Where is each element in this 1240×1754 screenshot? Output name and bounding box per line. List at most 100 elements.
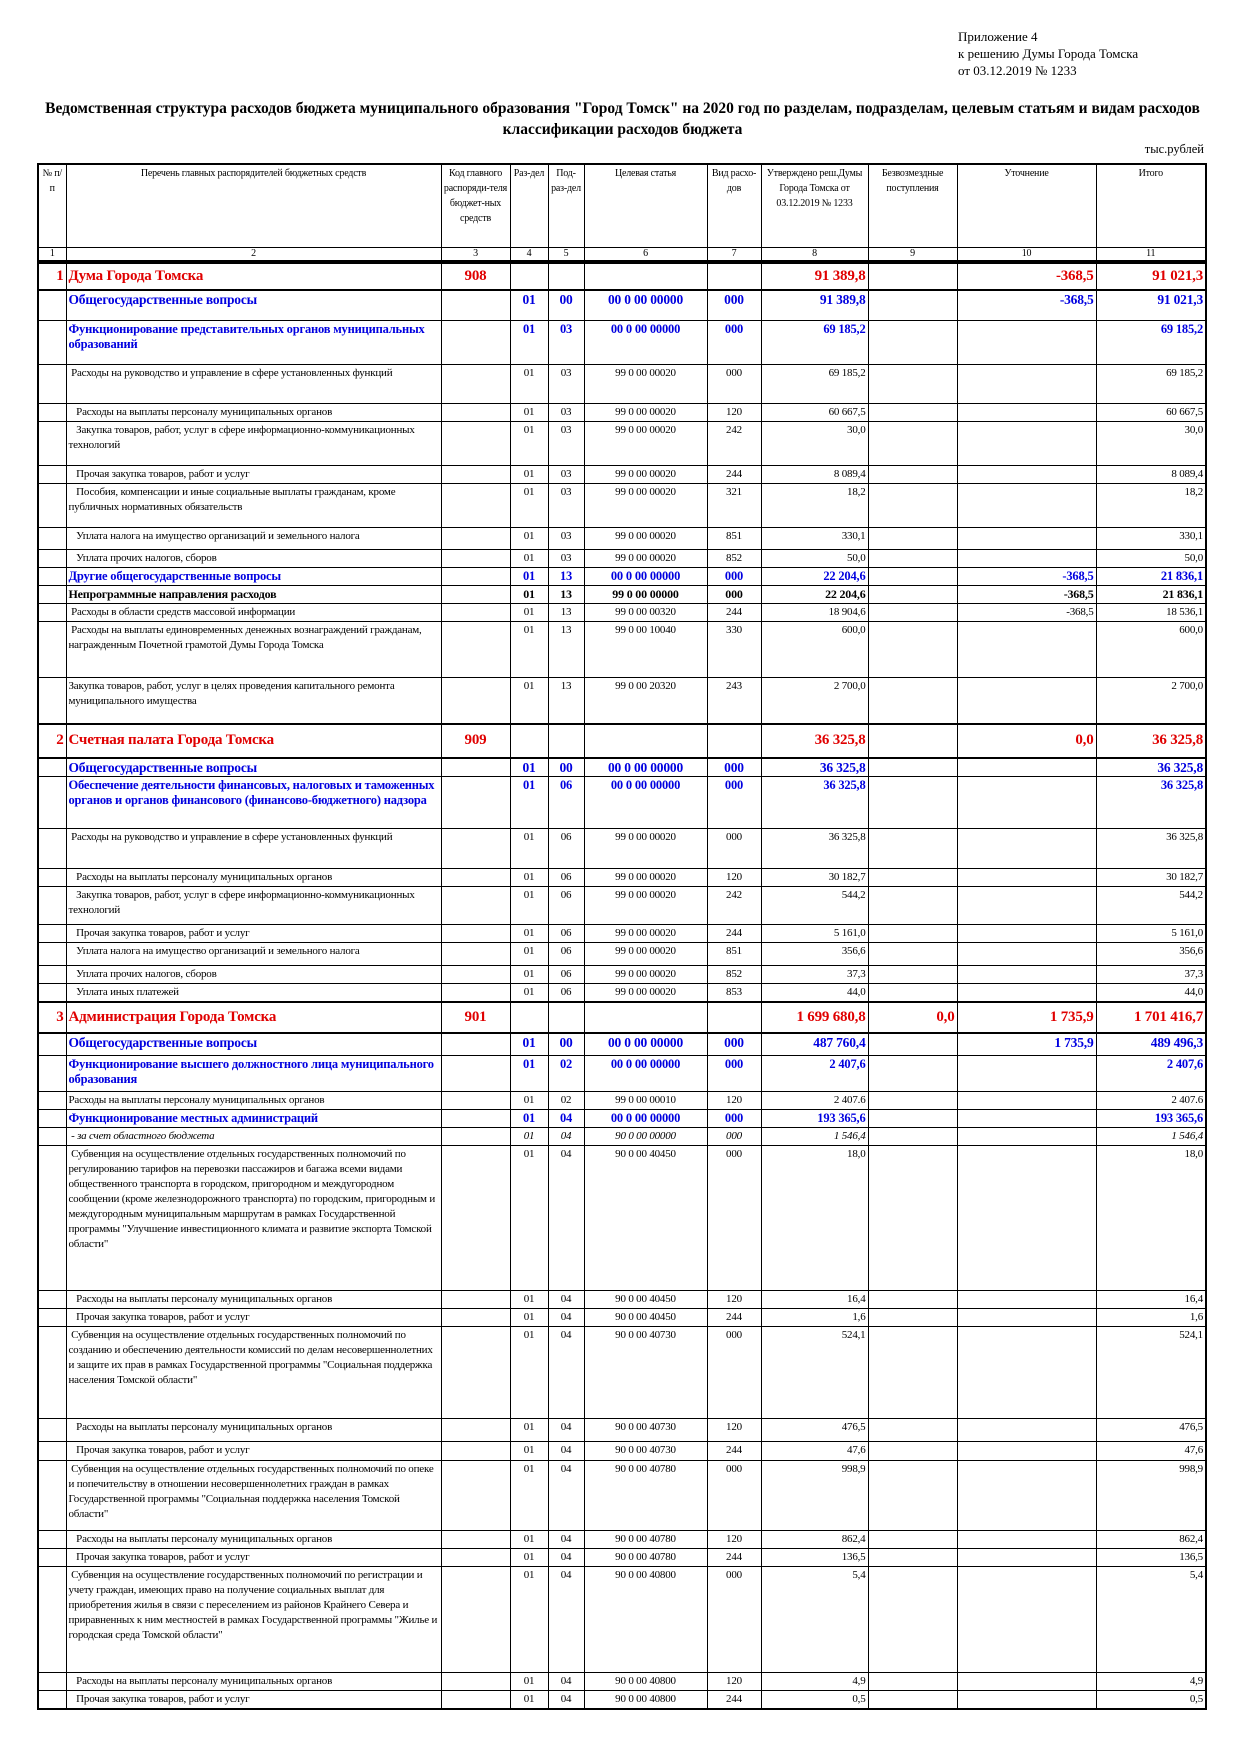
- row-code: [440, 677, 511, 724]
- budget-table: № п/п Перечень главных распорядителей бюд…: [37, 163, 1207, 1710]
- row-name: Прочая закупка товаров, работ и услуг: [65, 924, 442, 943]
- row-number: [37, 677, 67, 724]
- column-header: Под-раз-дел: [547, 163, 585, 248]
- row-adjustment: [956, 1529, 1097, 1549]
- row-total: 2 407,6: [1095, 1054, 1207, 1092]
- column-header: Код главного распоряди-теля бюджет-ных с…: [440, 163, 511, 248]
- row-code: [440, 1547, 511, 1567]
- row-code: [440, 603, 511, 622]
- row-approved: 91 389,8: [760, 260, 869, 290]
- row-grants: [867, 924, 958, 943]
- row-grants: [867, 1459, 958, 1531]
- row-number: [37, 965, 67, 984]
- row-adjustment: [956, 1440, 1097, 1461]
- row-adjustment: -368,5: [956, 585, 1097, 604]
- column-number: 1: [37, 246, 67, 264]
- row-number: 2: [37, 722, 67, 758]
- table-row: Закупка товаров, работ, услуг в целях пр…: [37, 677, 1207, 724]
- row-adjustment: [956, 1289, 1097, 1309]
- row-grants: [867, 288, 958, 321]
- table-row: Пособия, компенсации и иные социальные в…: [37, 483, 1207, 528]
- row-grants: [867, 1126, 958, 1146]
- row-approved: 60 667,5: [760, 403, 869, 422]
- table-row: Уплата налога на имущество организаций и…: [37, 942, 1207, 966]
- row-expense-type: 000: [706, 1144, 762, 1291]
- row-name: Уплата прочих налогов, сборов: [65, 965, 442, 984]
- row-section: 01: [509, 1090, 549, 1110]
- table-row: Субвенция на осуществление отдельных гос…: [37, 1325, 1207, 1419]
- row-subsection: 02: [547, 1090, 585, 1110]
- row-adjustment: [956, 965, 1097, 984]
- row-code: [440, 1671, 511, 1691]
- row-subsection: 03: [547, 421, 585, 466]
- table-row: Прочая закупка товаров, работ и услуг 01 0…: [37, 924, 1207, 943]
- row-total: 2 407.6: [1095, 1090, 1207, 1110]
- row-approved: 44,0: [760, 983, 869, 1003]
- row-adjustment: [956, 677, 1097, 724]
- row-target-article: 99 0 00 20320: [583, 677, 708, 724]
- row-adjustment: [956, 549, 1097, 568]
- column-numbers-row: 1 2 3 4 5 6 7 8 9 10 11: [37, 246, 1207, 264]
- column-number: 5: [547, 246, 585, 264]
- row-approved: 36 325,8: [760, 756, 869, 777]
- table-row: Прочая закупка товаров, работ и услуг 01 0…: [37, 1689, 1207, 1709]
- row-number: [37, 1307, 67, 1327]
- row-name: Функционирование высшего должностного ли…: [65, 1054, 442, 1092]
- row-grants: [867, 527, 958, 550]
- row-target-article: 99 0 00 00020: [583, 403, 708, 422]
- row-expense-type: 851: [706, 527, 762, 550]
- row-expense-type: 000: [706, 756, 762, 777]
- column-header: Безвозмездные поступления: [867, 163, 958, 248]
- row-grants: [867, 483, 958, 528]
- row-expense-type: [706, 260, 762, 290]
- row-grants: [867, 1054, 958, 1092]
- table-row: - за счет областного бюджета 01 04 90 0 00 …: [37, 1126, 1207, 1146]
- row-total: 5,4: [1095, 1565, 1207, 1673]
- row-adjustment: [956, 1417, 1097, 1442]
- row-target-article: [583, 260, 708, 290]
- row-total: 1 701 416,7: [1095, 1001, 1207, 1034]
- row-subsection: 04: [547, 1144, 585, 1291]
- row-expense-type: 000: [706, 1032, 762, 1056]
- row-adjustment: -368,5: [956, 567, 1097, 586]
- column-header: Целевая статья: [583, 163, 708, 248]
- row-approved: 4,9: [760, 1671, 869, 1691]
- table-row: Общегосударственные вопросы 01 00 00 0 00 0…: [37, 288, 1207, 321]
- row-grants: [867, 1565, 958, 1673]
- row-name: Обеспечение деятельности финансовых, нал…: [65, 776, 442, 829]
- row-grants: [867, 1144, 958, 1291]
- row-target-article: 99 0 00 00020: [583, 483, 708, 528]
- row-section: 01: [509, 585, 549, 604]
- row-total: 91 021,3: [1095, 288, 1207, 321]
- row-subsection: 06: [547, 983, 585, 1003]
- table-row: Расходы на выплаты персоналу муниципальн…: [37, 1671, 1207, 1691]
- row-section: 01: [509, 868, 549, 887]
- row-code: [440, 1440, 511, 1461]
- column-header: Утверждено реш.Думы Города Томска от 03.…: [760, 163, 869, 248]
- row-number: [37, 924, 67, 943]
- row-target-article: 00 0 00 00000: [583, 567, 708, 586]
- row-name: Прочая закупка товаров, работ и услуг: [65, 1547, 442, 1567]
- row-adjustment: [956, 886, 1097, 925]
- row-total: 0,5: [1095, 1689, 1207, 1709]
- row-approved: 1,6: [760, 1307, 869, 1327]
- column-number: 4: [509, 246, 549, 264]
- row-subsection: 13: [547, 567, 585, 586]
- row-number: [37, 1144, 67, 1291]
- row-section: 01: [509, 421, 549, 466]
- row-section: 01: [509, 288, 549, 321]
- row-approved: 22 204,6: [760, 567, 869, 586]
- row-name: Уплата иных платежей: [65, 983, 442, 1003]
- row-adjustment: [956, 465, 1097, 484]
- row-section: [509, 260, 549, 290]
- row-code: [440, 942, 511, 966]
- row-adjustment: [956, 621, 1097, 678]
- row-grants: [867, 1289, 958, 1309]
- row-approved: 544,2: [760, 886, 869, 925]
- row-number: [37, 1325, 67, 1419]
- row-approved: 998,9: [760, 1459, 869, 1531]
- row-name: Расходы на выплаты персоналу муниципальн…: [65, 1529, 442, 1549]
- row-code: [440, 1032, 511, 1056]
- row-expense-type: 242: [706, 886, 762, 925]
- row-number: [37, 1032, 67, 1056]
